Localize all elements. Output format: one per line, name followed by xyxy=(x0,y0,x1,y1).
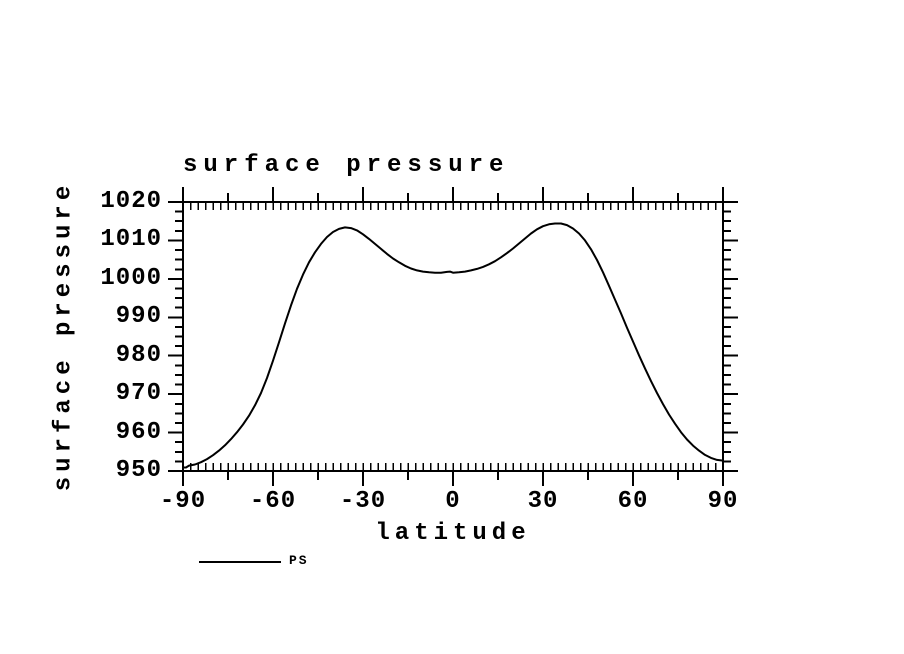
y-tick-label: 970 xyxy=(115,380,162,408)
plot-frame xyxy=(182,201,724,472)
y-tick-label: 1000 xyxy=(100,264,162,292)
y-tick-label: 980 xyxy=(115,341,162,369)
x-tick-label: 30 xyxy=(527,488,559,515)
series-line-ps xyxy=(182,222,724,469)
y-tick-label: 950 xyxy=(115,457,162,484)
x-tick-label: -90 xyxy=(159,488,207,515)
y-tick-label: 960 xyxy=(115,418,162,446)
x-tick-label: 0 xyxy=(445,488,461,515)
y-tick-label: 1010 xyxy=(100,226,162,254)
y-tick-label: 990 xyxy=(115,303,162,331)
legend-line-sample xyxy=(199,561,281,563)
y-tick-label: 1020 xyxy=(100,188,162,215)
x-tick-label: -60 xyxy=(249,488,297,515)
x-tick-label: 90 xyxy=(707,488,739,515)
legend-label-ps: PS xyxy=(289,553,309,568)
x-tick-label: -30 xyxy=(339,488,387,515)
chart-title: surface pressure xyxy=(183,152,510,179)
x-axis-title: latitude xyxy=(375,520,531,547)
x-tick-label: 60 xyxy=(617,488,649,515)
legend xyxy=(199,553,339,571)
